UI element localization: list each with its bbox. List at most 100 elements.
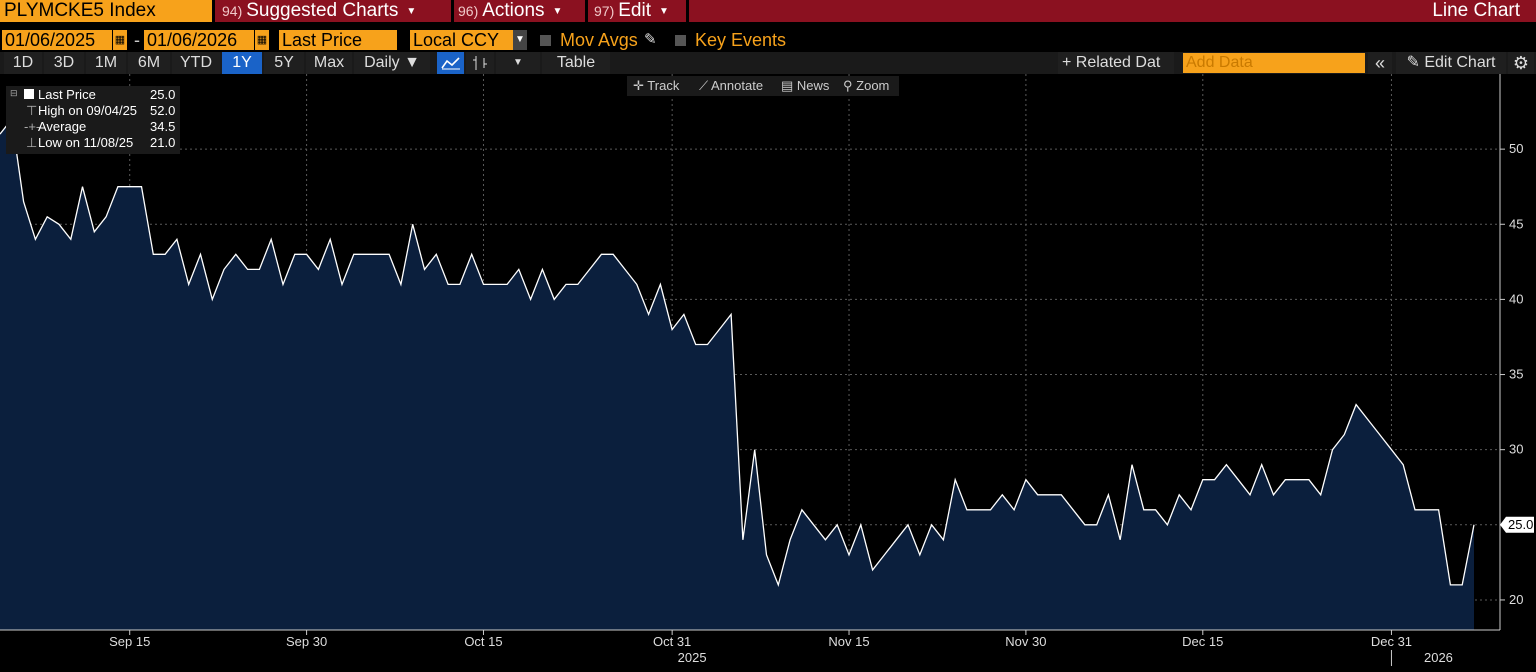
annotate-tool[interactable]: ⟋ Annotate bbox=[699, 76, 763, 96]
currency-select[interactable]: Local CCY bbox=[410, 30, 513, 50]
chart-style-dropdown[interactable]: ▼ bbox=[496, 52, 540, 74]
calendar-icon[interactable]: ▦ bbox=[113, 30, 127, 50]
menu-number: 96) bbox=[458, 3, 479, 19]
news-icon: ▤ bbox=[781, 78, 794, 93]
key-events-label[interactable]: Key Events bbox=[695, 30, 787, 50]
y-tick-label: 30 bbox=[1509, 442, 1523, 457]
price-chart[interactable]: 2025 30 35 40 45 50 25.0 Sep 15 Sep 30 Oct 15 Oct… bbox=[0, 74, 1536, 672]
zoom-tool[interactable]: ⚲ Zoom bbox=[843, 76, 889, 96]
x-tick-label: Dec 31 bbox=[1371, 634, 1412, 649]
high-marker-icon: ⊤ bbox=[26, 103, 38, 118]
range-ytd-button[interactable]: YTD bbox=[172, 52, 220, 74]
chart-legend: ⊟ Last Price 25.0 ⊤ High on 09/04/25 52.… bbox=[6, 86, 180, 154]
low-marker-icon: ⊥ bbox=[26, 135, 38, 150]
range-1m-button[interactable]: 1M bbox=[86, 52, 126, 74]
y-tick-label: 45 bbox=[1509, 216, 1523, 231]
legend-avg-value: 34.5 bbox=[150, 119, 176, 134]
x-tick-label: Dec 15 bbox=[1182, 634, 1223, 649]
collapse-chevrons-icon[interactable]: « bbox=[1368, 52, 1392, 74]
edit-menu[interactable]: 97) Edit ▼ bbox=[594, 0, 669, 22]
year-label: 2026 bbox=[1424, 650, 1453, 665]
last-value-label: 25.0 bbox=[1508, 517, 1533, 532]
x-tick-label: Nov 15 bbox=[828, 634, 869, 649]
menu-label: Actions bbox=[482, 0, 545, 21]
add-data-input[interactable]: Add Data bbox=[1183, 53, 1365, 73]
calendar-icon[interactable]: ▦ bbox=[255, 30, 269, 50]
track-tool[interactable]: ✛ Track bbox=[633, 76, 679, 96]
legend-low-label: Low on 11/08/25 bbox=[38, 135, 134, 150]
line-chart-icon[interactable] bbox=[437, 52, 464, 74]
caret-down-icon[interactable]: ▼ bbox=[513, 30, 527, 50]
menu-separator bbox=[686, 0, 689, 22]
actions-menu[interactable]: 96) Actions ▼ bbox=[458, 0, 562, 22]
news-label: News bbox=[796, 78, 830, 93]
edit-chart-button[interactable]: ✎ Edit Chart bbox=[1396, 52, 1506, 74]
menu-number: 97) bbox=[594, 3, 615, 19]
x-tick-label: Nov 30 bbox=[1005, 634, 1046, 649]
menu-label: Suggested Charts bbox=[246, 0, 399, 21]
table-button[interactable]: Table bbox=[542, 52, 610, 74]
range-max-button[interactable]: Max bbox=[306, 52, 352, 74]
x-tick-label: Sep 15 bbox=[109, 634, 150, 649]
annotate-icon: ⟋ bbox=[699, 78, 709, 93]
date-separator: - bbox=[134, 30, 140, 50]
range-5y-button[interactable]: 5Y bbox=[264, 52, 304, 74]
y-tick-label: 40 bbox=[1509, 291, 1523, 306]
edit-chart-label: Edit Chart bbox=[1424, 54, 1496, 71]
suggested-charts-menu[interactable]: 94) Suggested Charts ▼ bbox=[222, 0, 416, 22]
plus-icon: + bbox=[1062, 54, 1072, 71]
caret-down-icon: ▼ bbox=[513, 57, 523, 68]
year-label: 2025 bbox=[678, 650, 707, 665]
caret-down-icon: ▼ bbox=[404, 54, 420, 71]
average-marker-icon: -+- bbox=[24, 119, 41, 134]
range-3d-button[interactable]: 3D bbox=[44, 52, 84, 74]
mov-avgs-checkbox[interactable] bbox=[540, 35, 551, 46]
y-tick-label: 35 bbox=[1509, 367, 1523, 382]
y-tick-label: 20 bbox=[1509, 592, 1523, 607]
legend-low-value: 21.0 bbox=[150, 135, 176, 150]
menu-separator bbox=[212, 0, 215, 22]
range-1y-button[interactable]: 1Y bbox=[222, 52, 262, 74]
collapse-icon[interactable]: ⊟ bbox=[10, 88, 18, 98]
settings-gear-icon[interactable]: ⚙ bbox=[1508, 52, 1534, 74]
x-tick-label: Sep 30 bbox=[286, 634, 327, 649]
key-events-checkbox[interactable] bbox=[675, 35, 686, 46]
annotate-label: Annotate bbox=[711, 78, 764, 93]
legend-swatch bbox=[24, 89, 34, 99]
track-label: Track bbox=[647, 78, 680, 93]
legend-last-value: 25.0 bbox=[150, 87, 176, 102]
x-tick-label: Oct 31 bbox=[653, 634, 691, 649]
legend-last-label: Last Price bbox=[38, 87, 96, 102]
caret-down-icon: ▼ bbox=[658, 6, 669, 17]
related-data-button[interactable]: + Related Dat bbox=[1058, 52, 1174, 74]
menu-separator bbox=[451, 0, 454, 22]
price-line bbox=[0, 117, 1475, 587]
zoom-icon: ⚲ bbox=[843, 78, 853, 93]
start-date-input[interactable]: 01/06/2025 bbox=[2, 30, 112, 50]
caret-down-icon: ▼ bbox=[406, 6, 417, 17]
caret-down-icon: ▼ bbox=[552, 6, 563, 17]
ticker-field[interactable]: PLYMCKE5 Index bbox=[0, 0, 212, 22]
news-tool[interactable]: ▤ News bbox=[781, 76, 829, 96]
last-value-tag bbox=[1500, 516, 1534, 533]
end-date-input[interactable]: 01/06/2026 bbox=[144, 30, 254, 50]
ohlc-bars-icon[interactable] bbox=[466, 52, 494, 74]
x-axis: Sep 15 Sep 30 Oct 15 Oct 31 Nov 15 Nov 30 Dec … bbox=[0, 629, 1500, 666]
range-1d-button[interactable]: 1D bbox=[4, 52, 42, 74]
legend-avg-label: Average bbox=[38, 119, 87, 134]
range-6m-button[interactable]: 6M bbox=[128, 52, 170, 74]
y-tick-label: 50 bbox=[1509, 141, 1523, 156]
chart-type-title: Line Chart bbox=[1432, 0, 1520, 21]
legend-high-value: 52.0 bbox=[150, 103, 176, 118]
menu-number: 94) bbox=[222, 3, 243, 19]
crosshair-icon: ✛ bbox=[633, 78, 644, 93]
top-menu-bar bbox=[0, 0, 1536, 22]
field-select[interactable]: Last Price bbox=[279, 30, 397, 50]
menu-separator bbox=[585, 0, 588, 22]
menu-label: Edit bbox=[618, 0, 651, 21]
pencil-icon[interactable]: ✎ bbox=[644, 31, 657, 48]
frequency-select[interactable]: Daily ▼ bbox=[354, 52, 430, 74]
chart-tools-bar: ✛ Track ⟋ Annotate ▤ News ⚲ Zoom bbox=[627, 76, 899, 96]
mov-avgs-label[interactable]: Mov Avgs bbox=[560, 30, 638, 50]
related-data-label: Related Dat bbox=[1075, 54, 1161, 71]
